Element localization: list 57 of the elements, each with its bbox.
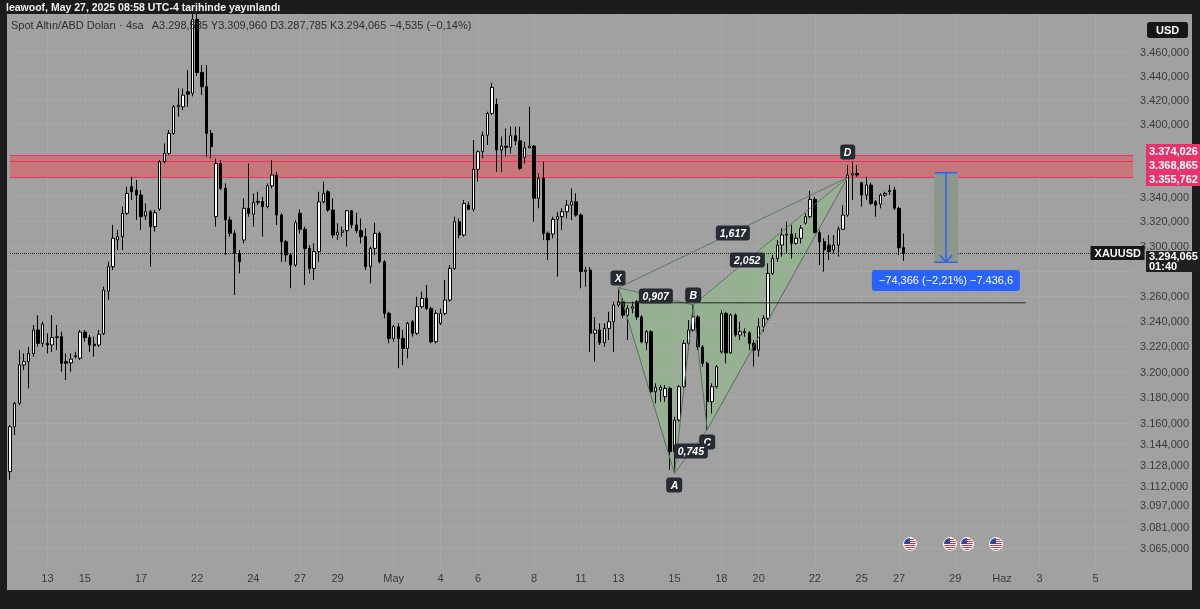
y-tick-label: 3.300,000 [1140, 239, 1189, 252]
y-tick-label: 3.180,000 [1140, 391, 1189, 404]
y-tick-label: 3.160,000 [1140, 417, 1189, 430]
y-tick-label: 3.081,000 [1140, 520, 1189, 533]
x-tick-label: 6 [474, 571, 482, 584]
y-tick-label: 3.065,000 [1140, 541, 1189, 554]
x-tick-label: 27 [892, 571, 906, 584]
x-tick-label: 17 [134, 571, 148, 584]
y-tick-label: 3.320,000 [1140, 215, 1189, 228]
ref-line-label: 3.374,026 [1146, 143, 1200, 158]
series-label: 1,617 [715, 225, 751, 241]
ref-line-label: 3.355,762 [1146, 171, 1200, 186]
x-tick-label: 18 [715, 571, 728, 584]
y-tick-label: 3.200,000 [1140, 365, 1189, 378]
series-label: 2,052 [730, 252, 765, 268]
x-tick-label: 20 [752, 571, 765, 584]
y-tick-label: 3.144,000 [1140, 437, 1189, 450]
x-tick-label: 5 [1092, 571, 1099, 584]
data-label: A [666, 477, 683, 493]
y-tick-label: 3.128,000 [1140, 458, 1189, 471]
x-tick-label: 13 [41, 571, 54, 584]
x-tick-label: 4 [437, 571, 444, 584]
x-tick-label: 25 [855, 571, 868, 584]
y-tick-label: 3.112,000 [1140, 479, 1189, 492]
x-tick-label: Haz [992, 571, 1012, 584]
x-tick-label: 29 [949, 571, 962, 584]
y-tick-label: 3.420,000 [1140, 93, 1189, 106]
chart-title: Spot Altın/ABD Doları · 4sa [11, 19, 144, 31]
data-label: B [685, 287, 701, 303]
x-tick-label: 27 [294, 571, 307, 584]
x-tick-label: 22 [191, 571, 204, 584]
ref-line-label: 3.368,865 [1146, 157, 1200, 172]
x-tick-label: 24 [247, 571, 260, 584]
y-axis-title: USD [1147, 22, 1189, 38]
y-tick-label: 3.460,000 [1140, 46, 1189, 59]
ref-line-label: 3.294,065 01:40 [1146, 250, 1200, 273]
x-tick-label: 13 [612, 571, 625, 584]
y-tick-label: 3.260,000 [1140, 289, 1189, 302]
y-tick-label: 3.240,000 [1140, 314, 1189, 327]
x-tick-label: 29 [331, 571, 344, 584]
y-tick-label: 3.097,000 [1140, 499, 1189, 512]
x-tick-label: May [383, 571, 405, 584]
x-tick-label: 11 [575, 571, 587, 584]
annotation: −74,366 (−2,21%) −7.436,6 [871, 270, 1021, 291]
y-tick-label: 3.400,000 [1140, 117, 1189, 130]
x-tick-label: 15 [78, 571, 91, 584]
y-tick-label: 3.340,000 [1140, 190, 1189, 203]
x-tick-label: 22 [808, 571, 821, 584]
x-tick-label: 15 [668, 571, 681, 584]
y-tick-label: 3.220,000 [1140, 340, 1189, 353]
x-tick-label: 8 [531, 571, 538, 584]
text: leawoof, May 27, 2025 08:58 UTC-4 tarihinde yayınlandı [5, 0, 282, 14]
data-label: D [839, 144, 856, 160]
data-label: X [610, 270, 626, 286]
x-tick-label: 3 [1036, 571, 1043, 584]
y-tick-label: 3.440,000 [1140, 70, 1189, 83]
series-label: 0,907 [638, 288, 673, 304]
